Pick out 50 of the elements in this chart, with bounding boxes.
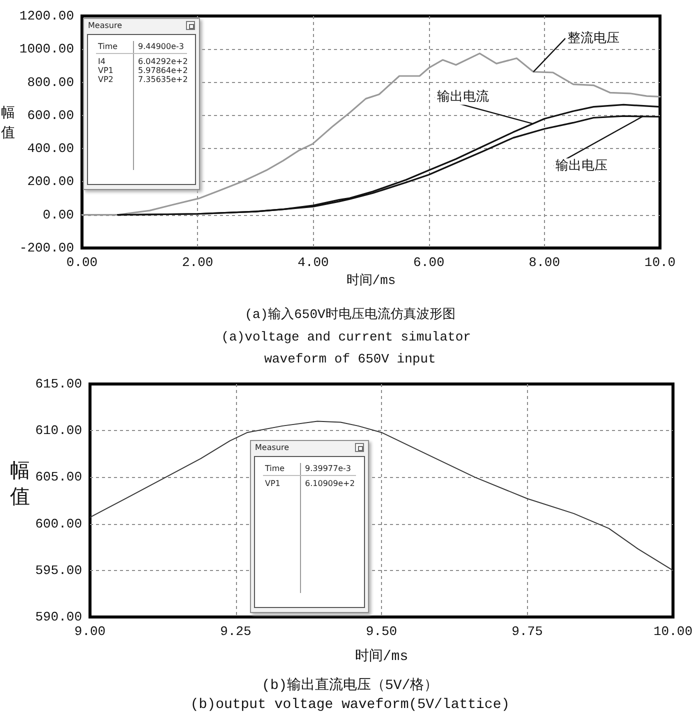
y-tick-label: 400.00	[27, 141, 74, 156]
annotation: Measure	[88, 21, 122, 31]
y-axis-title: 幅值	[10, 459, 30, 510]
annotation: I4	[98, 57, 106, 66]
y-tick-label: 595.00	[35, 562, 82, 578]
annotation: 5.97864e+2	[138, 66, 188, 75]
text: (a)voltage and current simulator waveform of 650V input	[221, 330, 479, 366]
text: (a)输入650V时电压电流仿真波形图	[244, 306, 456, 322]
annotation: VP1	[98, 66, 114, 75]
x-tick-label: 4.00	[298, 255, 329, 270]
x-tick-label: 9.25	[220, 624, 252, 639]
annotation: 9.44900e-3	[138, 42, 184, 51]
y-tick-label: 800.00	[27, 74, 74, 90]
annotation: Measure	[255, 443, 289, 453]
text: 整流电压	[567, 30, 620, 46]
x-tick-label: 10.0	[644, 255, 676, 270]
x-tick-label: 9.00	[74, 624, 106, 639]
x-tick-label: 10.00	[653, 624, 693, 639]
annotation: VP2	[98, 75, 114, 84]
y-tick-label: 605.00	[35, 470, 82, 485]
x-tick-label: 9.50	[366, 624, 398, 639]
text: 输出电压	[556, 158, 608, 174]
y-tick-label: 0.00	[42, 207, 74, 222]
x-axis-title: 时间/ms	[346, 272, 396, 288]
y-tick-label: 1200.00	[19, 8, 74, 24]
text: (b)输出直流电压（5V/格）	[262, 677, 438, 694]
y-tick-label: 615.00	[35, 376, 82, 392]
annotation: 6.04292e+2	[138, 57, 188, 66]
y-tick-label: 590.00	[35, 610, 82, 624]
annotation: 7.35635e+2	[138, 75, 188, 84]
x-tick-label: 8.00	[528, 255, 560, 270]
annotation: 9.39977e-3	[305, 464, 351, 473]
x-axis-title: 时间/ms	[354, 648, 408, 665]
y-tick-label: 1000.00	[19, 42, 74, 57]
annotation: 6.10909e+2	[305, 479, 355, 488]
y-axis-title: 幅值	[1, 104, 15, 143]
annotation: Time	[98, 42, 118, 51]
x-tick-label: 6.00	[413, 255, 444, 270]
y-tick-label: 610.00	[35, 423, 82, 438]
y-tick-label: 200.00	[27, 174, 74, 190]
text: (b)output voltage waveform(5V/lattice)	[190, 697, 510, 713]
y-tick-label: 600.00	[35, 516, 82, 532]
y-tick-label: 600.00	[27, 108, 74, 123]
x-tick-label: 0.00	[66, 255, 98, 270]
annotation: VP1	[265, 479, 280, 488]
y-tick-label: -200.00	[19, 240, 74, 256]
x-tick-label: 2.00	[182, 255, 214, 270]
x-tick-label: 9.75	[512, 624, 543, 639]
annotation: Time	[265, 464, 285, 473]
text: 输出电流	[436, 88, 489, 105]
